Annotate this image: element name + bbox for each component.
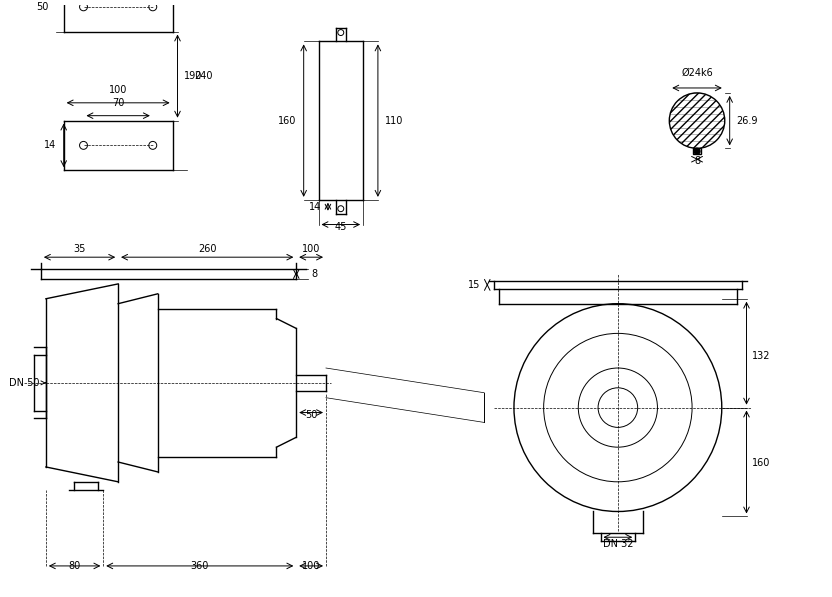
Text: DN 50: DN 50 — [9, 378, 46, 388]
Text: 100: 100 — [302, 561, 320, 571]
Text: 26.9: 26.9 — [736, 116, 758, 125]
Text: 14: 14 — [309, 202, 321, 212]
Text: 35: 35 — [73, 244, 86, 254]
Text: 160: 160 — [279, 116, 297, 125]
Text: 70: 70 — [112, 98, 124, 108]
Text: 8: 8 — [694, 156, 700, 166]
Text: 160: 160 — [751, 457, 770, 467]
Text: Ø24k6: Ø24k6 — [681, 68, 713, 78]
Text: 45: 45 — [334, 223, 347, 232]
Text: 15: 15 — [468, 280, 481, 290]
Text: 80: 80 — [68, 561, 81, 571]
Text: 132: 132 — [751, 350, 770, 361]
Polygon shape — [669, 93, 725, 148]
Text: 260: 260 — [198, 244, 216, 254]
Text: 360: 360 — [191, 561, 209, 571]
Text: DN 32: DN 32 — [602, 539, 633, 549]
Text: 50: 50 — [305, 411, 317, 420]
Circle shape — [694, 148, 700, 154]
Text: 100: 100 — [302, 244, 320, 254]
Bar — [693, 148, 701, 154]
Text: 240: 240 — [195, 71, 213, 81]
Text: 110: 110 — [385, 116, 404, 125]
Text: 190: 190 — [185, 71, 203, 81]
Text: 50: 50 — [37, 2, 49, 12]
Circle shape — [669, 93, 725, 148]
Text: 14: 14 — [43, 140, 56, 150]
Text: 8: 8 — [311, 269, 317, 279]
Text: 100: 100 — [109, 85, 127, 95]
